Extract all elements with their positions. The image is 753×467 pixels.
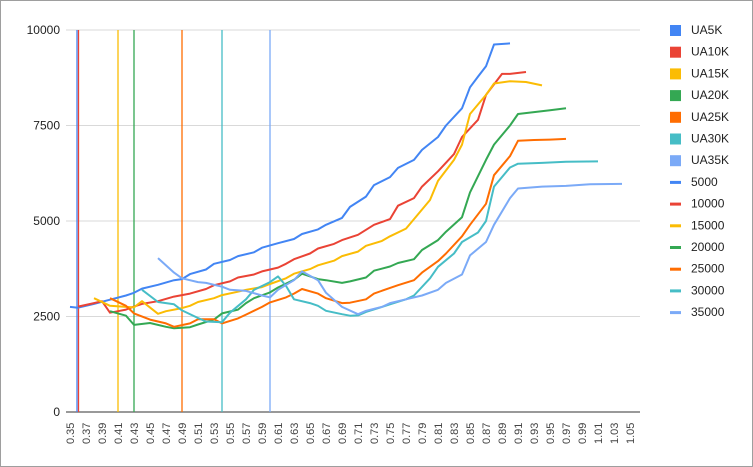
series-line-25000: [109, 137, 567, 328]
x-tick-label: 0.87: [481, 423, 493, 444]
series-line-15000: [93, 80, 543, 315]
legend-line-icon: [670, 267, 681, 271]
y-tick-label: 2500: [33, 310, 60, 324]
y-tick-label: 7500: [33, 119, 60, 133]
x-tick-label: 1.03: [609, 423, 621, 444]
legend-line-icon: [670, 311, 681, 315]
gridlines: [66, 29, 640, 413]
x-tick-label: 0.61: [273, 423, 285, 444]
legend-line-icon: [670, 202, 681, 206]
legend: UA5K UA10K UA15K UA20K UA25K UA30K UA35K 5000 10…: [670, 23, 729, 319]
legend-label: UA30K: [691, 132, 729, 146]
x-tick-label: 0.95: [545, 423, 557, 444]
x-tick-label: 0.71: [353, 423, 365, 444]
legend-label: UA10K: [691, 45, 729, 59]
legend-label: 30000: [691, 283, 725, 297]
x-tick-label: 0.39: [97, 423, 109, 444]
legend-label: UA15K: [691, 66, 729, 80]
legend-swatch-icon: [670, 133, 681, 145]
series-line-20000: [109, 107, 567, 330]
x-tick-label: 0.35: [65, 423, 77, 444]
vertical-markers: [76, 30, 271, 412]
legend-line-icon: [670, 289, 681, 293]
x-tick-label: 0.51: [193, 423, 205, 444]
x-tick-label: 0.97: [561, 423, 573, 444]
series-line-5000: [69, 42, 511, 309]
y-tick-label: 0: [53, 405, 60, 419]
x-tick-label: 0.45: [145, 423, 157, 444]
x-tick-label: 0.67: [321, 423, 333, 444]
legend-swatch-icon: [670, 25, 681, 36]
legend-label: 20000: [691, 240, 725, 254]
x-tick-label: 0.59: [257, 423, 269, 444]
x-tick-label: 0.91: [513, 423, 525, 444]
legend-label: UA35K: [691, 153, 729, 167]
legend-label: UA20K: [691, 88, 729, 102]
x-tick-label: 0.43: [129, 423, 141, 444]
y-tick-label: 5000: [33, 214, 60, 228]
x-tick-label: 0.93: [529, 423, 541, 444]
x-tick-label: 0.75: [385, 423, 397, 444]
series-line-30000: [141, 160, 599, 324]
legend-label: UA25K: [691, 110, 729, 124]
x-tick-label: 0.49: [177, 423, 189, 444]
x-tick-label: 0.81: [433, 423, 445, 444]
legend-swatch-icon: [670, 68, 681, 80]
legend-line-icon: [670, 246, 681, 249]
legend-label: 25000: [691, 262, 725, 276]
x-tick-label: 0.57: [241, 423, 253, 444]
x-tick-label: 0.41: [113, 423, 125, 444]
x-tick-label: 0.55: [225, 423, 237, 444]
x-tick-label: 0.53: [209, 423, 221, 444]
legend-swatch-icon: [670, 155, 681, 167]
legend-swatch-icon: [670, 46, 681, 58]
x-tick-label: 0.73: [369, 423, 381, 444]
legend-swatch-icon: [670, 90, 681, 102]
legend-line-icon: [670, 180, 681, 184]
y-axis: 0 2500 5000 7500 10000: [27, 23, 61, 419]
x-tick-label: 0.89: [497, 423, 509, 444]
legend-swatch-icon: [670, 111, 681, 123]
x-tick-label: 0.79: [417, 423, 429, 444]
legend-label: 10000: [691, 197, 725, 211]
x-tick-label: 1.01: [593, 423, 605, 444]
x-tick-label: 0.77: [401, 423, 413, 444]
x-axis: 0.35 0.37 0.39 0.41 0.43 0.45 0.47 0.49 0.51 0.53…: [65, 423, 637, 444]
legend-label: UA5K: [691, 23, 722, 37]
legend-label: 35000: [691, 305, 725, 319]
x-tick-label: 0.99: [577, 423, 589, 444]
series-lines: [69, 42, 623, 330]
y-tick-label: 10000: [27, 23, 61, 37]
series-line-35000: [157, 182, 623, 316]
x-tick-label: 0.47: [161, 423, 173, 444]
legend-line-icon: [670, 224, 681, 228]
x-tick-label: 1.05: [625, 423, 637, 444]
x-tick-label: 0.37: [81, 423, 93, 444]
x-tick-label: 0.85: [465, 423, 477, 444]
legend-label: 15000: [691, 218, 725, 232]
x-tick-label: 0.83: [449, 423, 461, 444]
x-tick-label: 0.65: [305, 423, 317, 444]
x-tick-label: 0.63: [289, 423, 301, 444]
legend-label: 5000: [691, 175, 718, 189]
x-tick-label: 0.69: [337, 423, 349, 444]
